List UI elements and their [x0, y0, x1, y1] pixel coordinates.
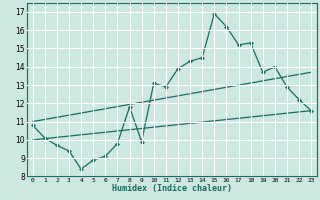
- X-axis label: Humidex (Indice chaleur): Humidex (Indice chaleur): [112, 184, 232, 193]
